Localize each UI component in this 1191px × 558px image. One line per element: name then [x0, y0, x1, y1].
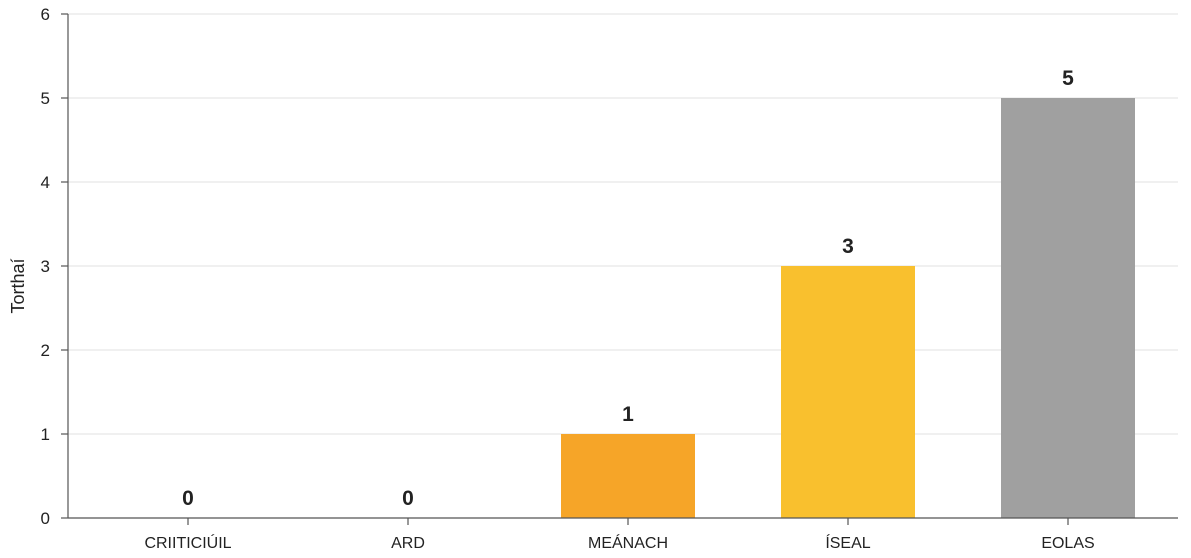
x-axis-ticks: CRIITICIÚIL ARD MEÁNACH ÍSEAL EOLAS — [144, 518, 1095, 552]
y-tick-label: 4 — [41, 173, 50, 192]
value-label: 3 — [842, 235, 854, 258]
y-tick-label: 3 — [41, 257, 50, 276]
x-tick-label: ÍSEAL — [825, 533, 870, 552]
bars — [561, 98, 1135, 518]
bar — [561, 434, 695, 518]
x-tick-label: CRIITICIÚIL — [144, 533, 231, 552]
value-label: 0 — [402, 487, 414, 510]
y-axis-ticks: 0 1 2 3 4 5 6 — [41, 5, 68, 528]
bar — [781, 266, 915, 518]
gridlines — [68, 13, 1178, 435]
value-label: 0 — [182, 487, 194, 510]
y-tick-label: 0 — [41, 509, 50, 528]
value-labels: 0 0 1 3 5 — [182, 67, 1074, 510]
value-label: 5 — [1062, 67, 1074, 90]
y-tick-label: 1 — [41, 425, 50, 444]
y-tick-label: 6 — [41, 5, 50, 24]
y-tick-label: 2 — [41, 341, 50, 360]
x-tick-label: ARD — [391, 535, 425, 552]
y-axis-title: Torthaí — [8, 258, 28, 313]
y-tick-label: 5 — [41, 89, 50, 108]
value-label: 1 — [622, 403, 634, 426]
x-tick-label: MEÁNACH — [588, 533, 668, 552]
x-tick-label: EOLAS — [1041, 535, 1094, 552]
bar — [1001, 98, 1135, 518]
